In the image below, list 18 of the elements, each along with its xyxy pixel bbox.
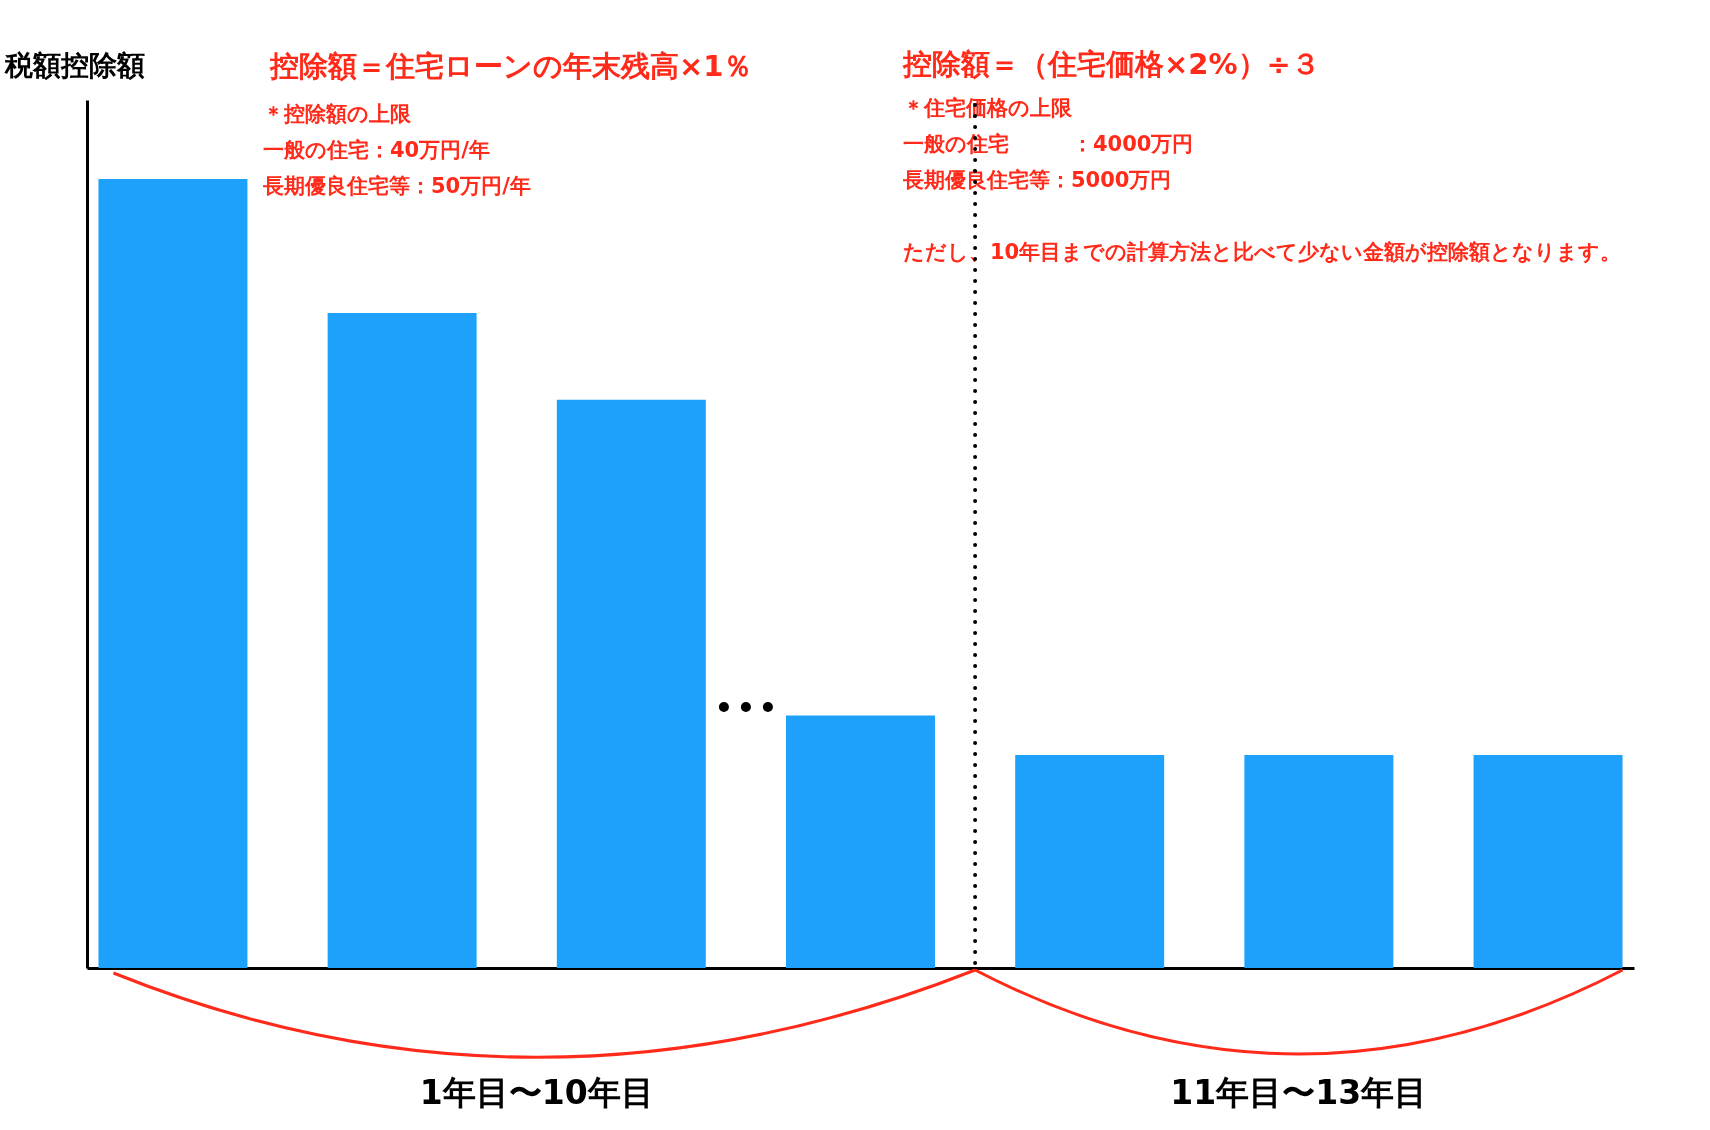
text: ＊住宅価格の上限 [903,96,1072,120]
annotation: 長期優良住宅等：50万円/年 [263,174,531,198]
text: ＊控除額の上限 [263,102,411,126]
y-axis-title: 税額控除額 [5,49,145,82]
text: 一般の住宅 ：4000万円 [903,132,1194,156]
bar [556,399,706,968]
bar [327,313,477,968]
bar [1244,754,1394,968]
bar [1473,754,1623,968]
bar [786,715,935,968]
text: 1年目〜10年目 [419,1073,654,1112]
text: 一般の住宅：40万円/年 [263,138,490,162]
bar [1015,754,1165,968]
text: 11年目〜13年目 [1170,1073,1428,1112]
bar [98,178,248,968]
text: 控除額＝住宅ローンの年末残高×1％ [270,49,753,83]
text: 控除額＝（住宅価格×2%）÷３ [903,47,1320,81]
annotation: 長期優良住宅等：5000万円 [903,168,1172,192]
